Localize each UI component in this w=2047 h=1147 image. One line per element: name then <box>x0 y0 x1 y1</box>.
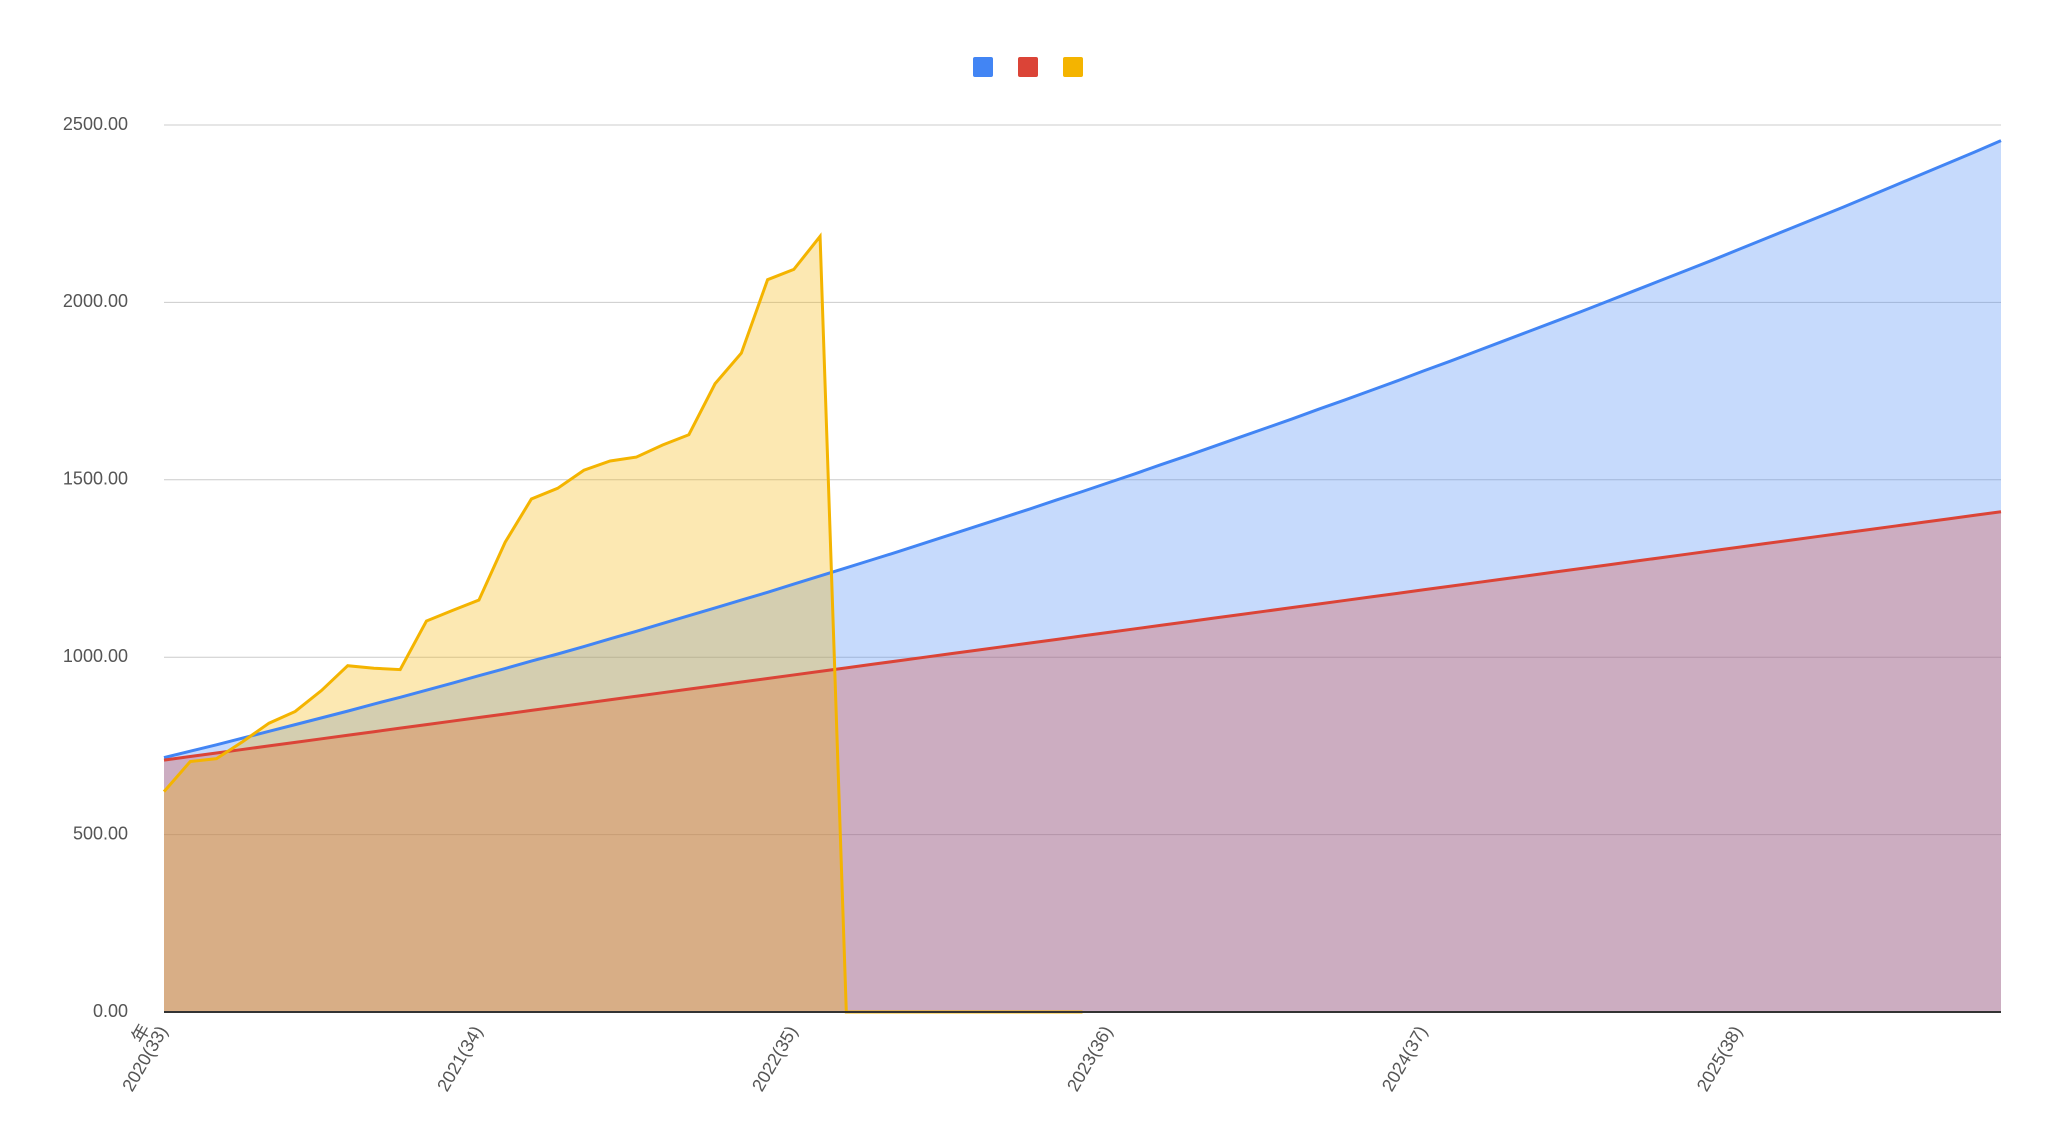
x-tick-label: 2024(37) <box>1378 1022 1431 1094</box>
area-fill <box>164 140 2001 1012</box>
x-tick-label: 2025(38) <box>1693 1022 1746 1094</box>
area-fill <box>164 511 2001 1012</box>
series-line <box>163 139 2002 760</box>
series-line <box>163 510 2002 762</box>
legend-swatch <box>1018 57 1038 77</box>
area-fill <box>164 236 1083 1012</box>
legend-swatch <box>973 57 993 77</box>
y-tick-label: 500.00 <box>73 823 128 843</box>
legend-swatch <box>1063 57 1083 77</box>
y-tick-label: 1500.00 <box>63 469 128 489</box>
x-tick-label: 2021(34) <box>433 1022 486 1094</box>
y-tick-label: 0.00 <box>93 1001 128 1021</box>
y-tick-label: 2500.00 <box>63 114 128 134</box>
x-tick-label: 2022(35) <box>748 1022 801 1094</box>
y-tick-label: 2000.00 <box>63 291 128 311</box>
x-tick-label: 2023(36) <box>1063 1022 1116 1094</box>
y-tick-label: 1000.00 <box>63 646 128 666</box>
